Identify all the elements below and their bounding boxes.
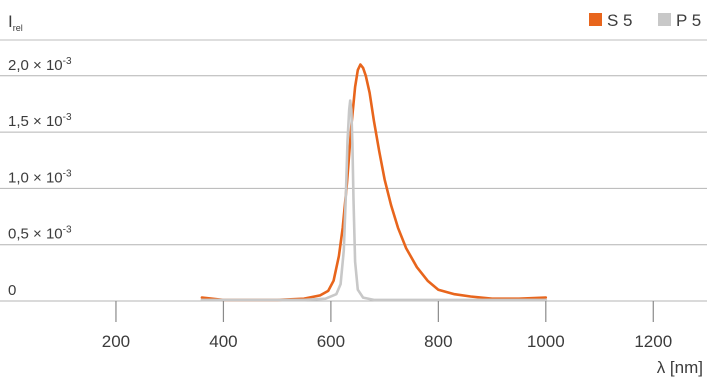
x-axis: 200 400 600 800 1000 1200 [102, 301, 672, 351]
x-tick-label-2: 600 [317, 332, 345, 351]
legend: S 5 P 5 [589, 11, 701, 30]
y-tick-label-0: 0 [8, 282, 16, 299]
series-group [202, 65, 546, 300]
legend-label-s5: S 5 [607, 11, 633, 30]
x-tick-label-1: 400 [209, 332, 237, 351]
x-tick-label-5: 1200 [634, 332, 672, 351]
y-tick-label-1: 0,5 × 10-3 [8, 225, 72, 243]
y-tick-label-4: 2,0 × 10-3 [8, 56, 72, 74]
legend-label-p5: P 5 [676, 11, 701, 30]
series-line-p5 [202, 101, 546, 300]
x-axis-label: λ [nm] [657, 358, 703, 377]
legend-swatch-p5 [658, 13, 671, 26]
series-line-s5 [202, 65, 546, 300]
x-tick-label-4: 1000 [527, 332, 565, 351]
x-tick-label-3: 800 [424, 332, 452, 351]
y-tick-label-2: 1,0 × 10-3 [8, 168, 72, 186]
x-tick-label-0: 200 [102, 332, 130, 351]
y-tick-label-3: 1,5 × 10-3 [8, 112, 72, 130]
y-axis-label: Irel [8, 12, 23, 33]
legend-swatch-s5 [589, 13, 602, 26]
